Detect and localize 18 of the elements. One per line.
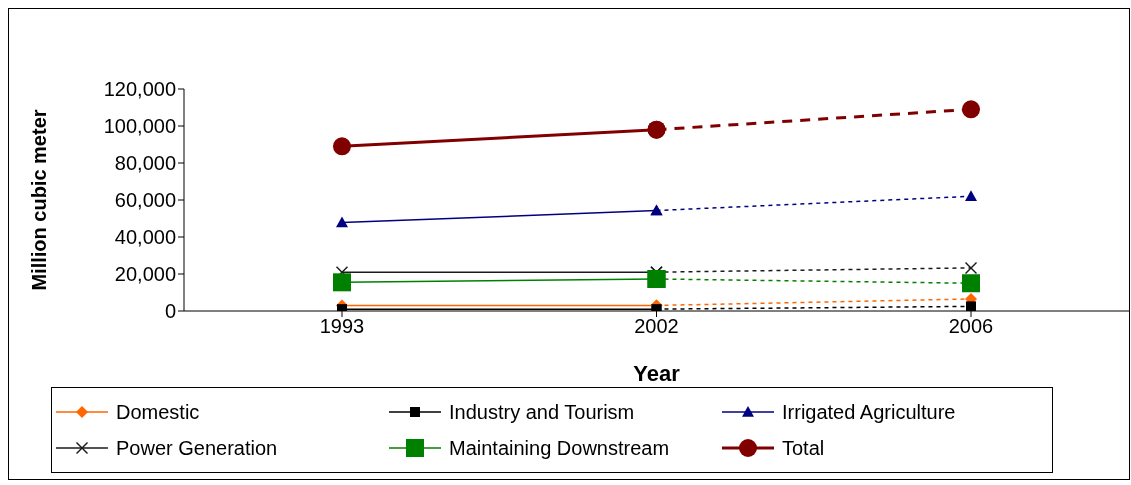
y-tick-label: 100,000 bbox=[103, 115, 176, 138]
y-axis-title: Million cubic meter bbox=[28, 109, 51, 291]
y-tick-label: 0 bbox=[164, 300, 176, 323]
x-tick-label: 2006 bbox=[948, 315, 994, 338]
x-tick-label: 1993 bbox=[319, 315, 365, 338]
y-tick-label: 80,000 bbox=[114, 152, 176, 175]
legend-label: Industry and Tourism bbox=[449, 400, 635, 424]
legend-label: Irrigated Agriculture bbox=[782, 400, 956, 424]
x-axis-title: Year bbox=[633, 361, 681, 386]
legend-label: Total bbox=[782, 436, 825, 460]
y-tick-label: 40,000 bbox=[114, 226, 176, 249]
y-tick-label: 120,000 bbox=[103, 78, 176, 101]
y-tick-label: 20,000 bbox=[114, 263, 176, 286]
legend-label: Domestic bbox=[116, 400, 200, 424]
legend-label: Maintaining Downstream bbox=[449, 436, 670, 460]
legend-label: Power Generation bbox=[116, 436, 278, 460]
y-tick-label: 60,000 bbox=[114, 189, 176, 212]
x-tick-label: 2002 bbox=[634, 315, 679, 338]
